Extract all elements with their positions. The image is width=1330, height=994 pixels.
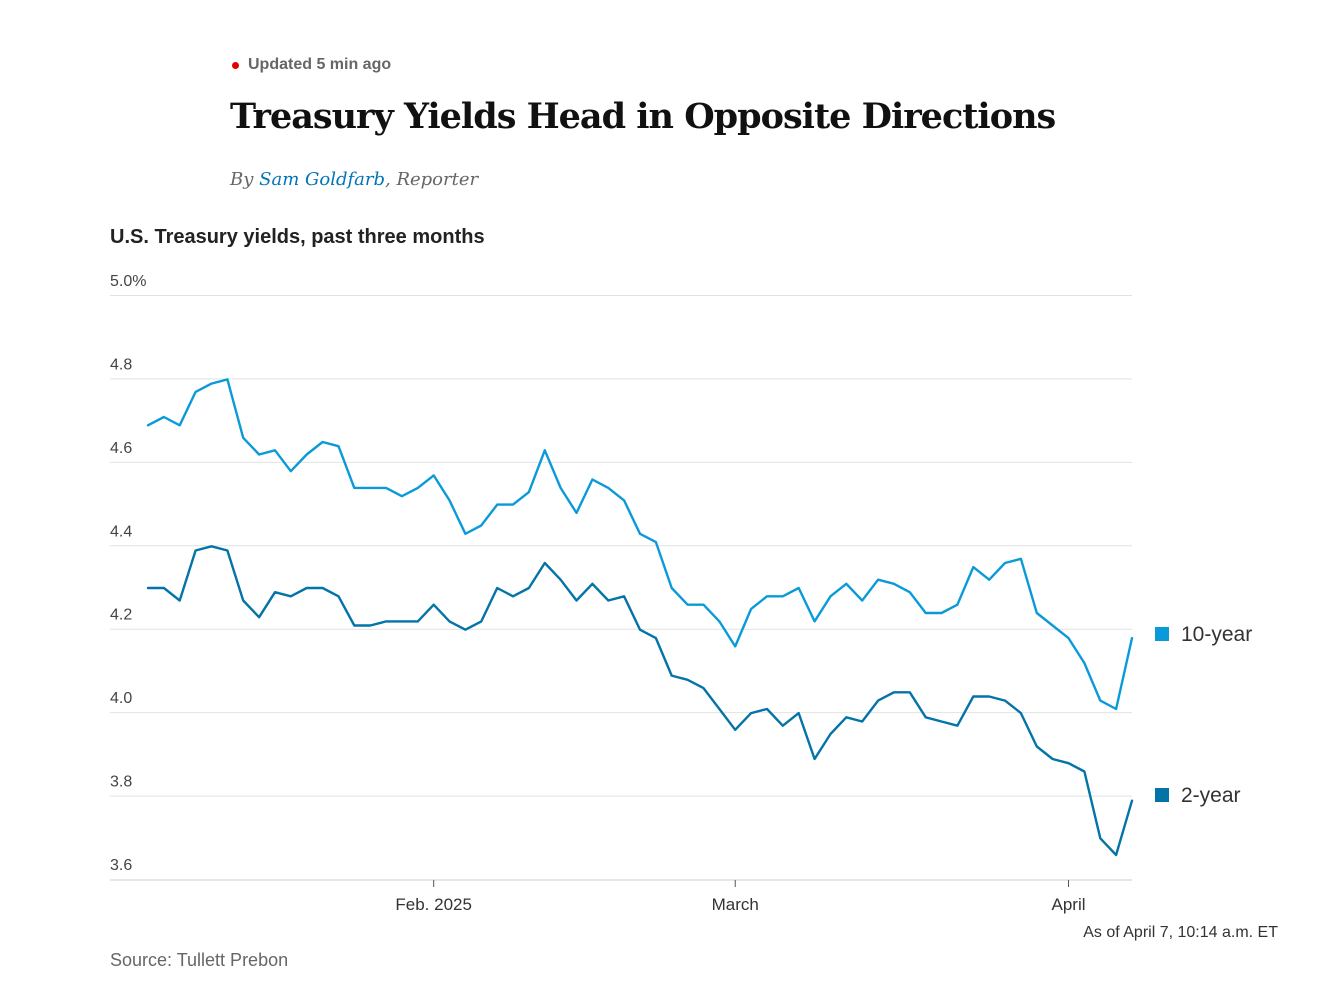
legend-swatch-10-year [1155, 627, 1169, 641]
author-link[interactable]: Sam Goldfarb [259, 169, 385, 190]
as-of-timestamp: As of April 7, 10:14 a.m. ET [1083, 924, 1278, 941]
byline-prefix: By [230, 169, 260, 190]
updated-indicator: Updated 5 min ago [232, 56, 391, 74]
live-dot-icon [232, 61, 239, 69]
y-tick-label-1: 4.8 [110, 356, 132, 373]
y-tick-label-6: 3.8 [110, 774, 132, 791]
y-tick-label-5: 4.0 [110, 690, 132, 707]
source-note: Source: Tullett Prebon [110, 950, 289, 970]
byline-suffix: , Reporter [385, 169, 479, 190]
series-line-2-year [146, 545, 1134, 857]
x-tick-label-2: April [1052, 895, 1086, 914]
headline: Treasury Yields Head in Opposite Directi… [230, 96, 1056, 137]
y-tick-label-7: 3.6 [110, 857, 132, 874]
legend-label-10-year: 10-year [1181, 623, 1252, 646]
series-line-10-year [146, 378, 1134, 711]
y-tick-label-0: 5.0% [110, 273, 146, 290]
y-tick-label-2: 4.6 [110, 440, 132, 457]
y-tick-label-4: 4.2 [110, 607, 132, 624]
x-tick-label-1: March [712, 895, 759, 914]
byline: By Sam Goldfarb, Reporter [230, 169, 478, 190]
chart-title: U.S. Treasury yields, past three months [110, 226, 485, 248]
y-tick-label-3: 4.4 [110, 523, 132, 540]
legend-swatch-2-year [1155, 788, 1169, 802]
updated-text: Updated 5 min ago [248, 56, 392, 73]
x-tick-label-0: Feb. 2025 [395, 895, 472, 914]
legend-label-2-year: 2-year [1181, 784, 1241, 807]
